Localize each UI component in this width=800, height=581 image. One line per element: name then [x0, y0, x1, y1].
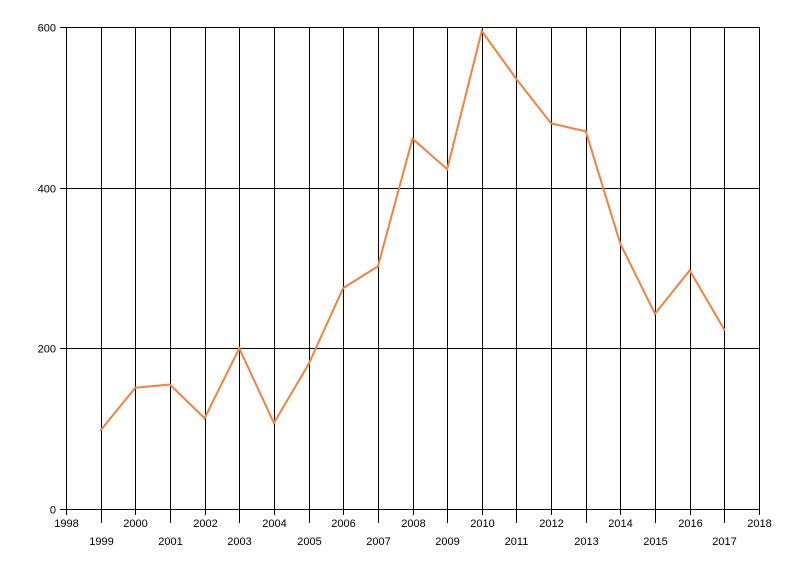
- data-point-2005: [307, 363, 310, 366]
- data-point-2013: [584, 130, 587, 133]
- data-point-2004: [272, 422, 275, 424]
- y-tick-label: 200: [38, 344, 56, 356]
- x-tick-label: 2000: [123, 518, 147, 530]
- data-point-2006: [342, 287, 345, 290]
- x-tick-label: 1999: [89, 536, 113, 548]
- x-tick-label: 2009: [435, 536, 459, 548]
- x-tick-label: 2014: [608, 518, 632, 530]
- x-tick-label: 2007: [366, 536, 390, 548]
- series-layer: [99, 28, 726, 432]
- data-point-2014: [619, 242, 622, 245]
- series-line-0: [99, 28, 726, 431]
- x-tick-label: 2017: [712, 536, 736, 548]
- data-point-1999: [99, 429, 102, 432]
- x-tick-label: 1998: [54, 518, 78, 530]
- x-tick-label: 2005: [297, 536, 321, 548]
- x-tick-label: 2003: [227, 536, 251, 548]
- x-tick-label: 2011: [505, 536, 529, 548]
- data-point-2010: [480, 30, 483, 32]
- data-point-2012: [550, 122, 553, 125]
- x-tick-label: 2002: [193, 518, 217, 530]
- y-tick-label: 0: [50, 505, 56, 517]
- x-tick-label: 2013: [574, 536, 598, 548]
- tick-labels: 0 200 400 600 1998 1999 2000 2001 2002 2003 2004 20…: [38, 23, 772, 549]
- x-tick-label: 2015: [643, 536, 667, 548]
- data-point-2011: [515, 78, 518, 81]
- axes: [60, 27, 760, 523]
- data-point-2009: [446, 168, 449, 171]
- x-tick-label: 2018: [747, 518, 771, 530]
- grid: [66, 27, 760, 509]
- data-point-2016: [688, 269, 691, 272]
- data-point-2007: [376, 265, 379, 268]
- x-tick-label: 2010: [470, 518, 494, 530]
- data-point-2001: [168, 383, 171, 386]
- data-point-2000: [134, 386, 137, 389]
- data-point-2008: [411, 137, 414, 140]
- x-tick-label: 2006: [331, 518, 355, 530]
- x-tick-label: 2001: [158, 536, 182, 548]
- data-point-2003: [238, 347, 241, 350]
- y-tick-label: 600: [38, 23, 56, 35]
- y-tick-label: 400: [38, 184, 56, 196]
- x-tick-label: 2004: [262, 518, 286, 530]
- data-point-2017: [723, 328, 726, 331]
- x-tick-label: 2012: [539, 518, 563, 530]
- data-point-2002: [203, 417, 206, 420]
- data-point-2015: [654, 312, 656, 315]
- x-tick-label: 2016: [678, 518, 702, 530]
- x-tick-label: 2008: [401, 518, 425, 530]
